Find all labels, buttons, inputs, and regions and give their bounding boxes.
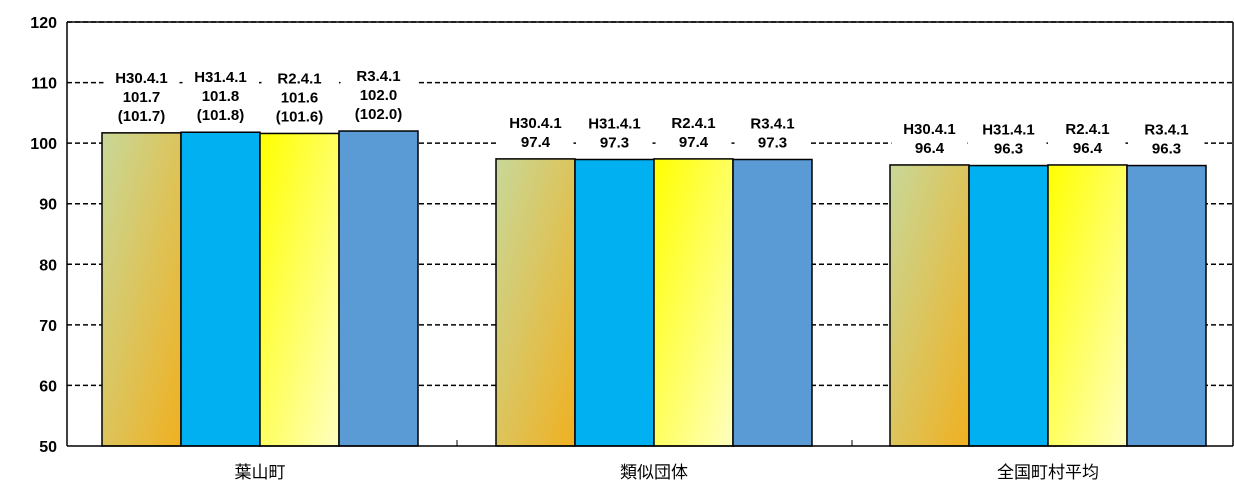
bar — [101, 132, 182, 447]
y-tick-label: 120 — [30, 15, 57, 32]
data-label: R3.4.1 — [750, 115, 794, 132]
data-label: H31.4.1 — [982, 122, 1035, 139]
data-label-background — [182, 66, 259, 127]
data-label-background — [1128, 118, 1205, 160]
data-label: H30.4.1 — [903, 121, 956, 138]
bar — [495, 158, 576, 447]
bar — [1126, 164, 1207, 447]
data-label-background — [891, 117, 968, 159]
data-label-background — [576, 112, 653, 154]
data-labels: H30.4.1 101.7 (101.7) H31.4.1 101.8 (101.8) R2… — [103, 65, 1205, 160]
bar — [653, 158, 734, 447]
data-label: 96.3 — [994, 141, 1023, 158]
data-label: 97.3 — [758, 134, 787, 151]
data-label: 101.7 — [123, 89, 161, 106]
data-label-background — [970, 118, 1047, 160]
data-label: H31.4.1 — [194, 69, 247, 86]
y-tick-label: 100 — [30, 136, 57, 153]
data-label: R2.4.1 — [277, 70, 321, 87]
data-label-background — [340, 65, 417, 126]
data-label: 96.3 — [1152, 141, 1181, 158]
category-label: 類似団体 — [620, 463, 688, 483]
y-tick-label: 80 — [39, 257, 57, 274]
data-label: 101.6 — [281, 89, 319, 106]
bar — [732, 158, 813, 447]
y-tick-label: 70 — [39, 318, 57, 335]
data-label: (102.0) — [355, 106, 403, 123]
data-label-background — [497, 111, 574, 153]
y-tick-label: 50 — [39, 439, 57, 456]
data-label: 97.3 — [600, 134, 629, 151]
bars — [101, 130, 1207, 447]
data-label: H30.4.1 — [509, 115, 562, 132]
data-label: 101.8 — [202, 88, 240, 105]
data-label: R2.4.1 — [671, 115, 715, 132]
data-label: (101.8) — [197, 107, 245, 124]
bar — [889, 164, 970, 447]
category-label: 全国町村平均 — [997, 463, 1099, 483]
data-label: 97.4 — [521, 134, 551, 151]
axes: 50 60 70 80 90 100 110 120 葉山町 類似団体 全国町村平均 — [30, 15, 1234, 483]
bar — [180, 131, 261, 447]
bar — [574, 158, 655, 447]
data-label: (101.7) — [118, 108, 166, 125]
data-label: 102.0 — [360, 87, 398, 104]
data-label-background — [103, 66, 180, 127]
data-label-background — [1049, 117, 1126, 159]
data-label: R2.4.1 — [1065, 121, 1109, 138]
data-label: 96.4 — [915, 140, 945, 157]
data-label: (101.6) — [276, 108, 324, 125]
data-label-background — [655, 111, 732, 153]
data-label: R3.4.1 — [1144, 122, 1188, 139]
data-label: 96.4 — [1073, 140, 1103, 157]
y-tick-label: 90 — [39, 197, 57, 214]
bar — [338, 130, 419, 447]
bar — [1047, 164, 1128, 447]
bar — [259, 132, 340, 447]
y-tick-label: 110 — [31, 76, 57, 93]
data-label-background — [734, 112, 811, 154]
data-label: 97.4 — [679, 134, 709, 151]
data-label-background — [261, 67, 338, 128]
category-label: 葉山町 — [235, 463, 286, 483]
data-label: H31.4.1 — [588, 115, 641, 132]
data-label: H30.4.1 — [115, 70, 168, 87]
data-label: R3.4.1 — [356, 68, 400, 85]
bar — [968, 164, 1049, 447]
y-tick-label: 60 — [39, 378, 57, 395]
